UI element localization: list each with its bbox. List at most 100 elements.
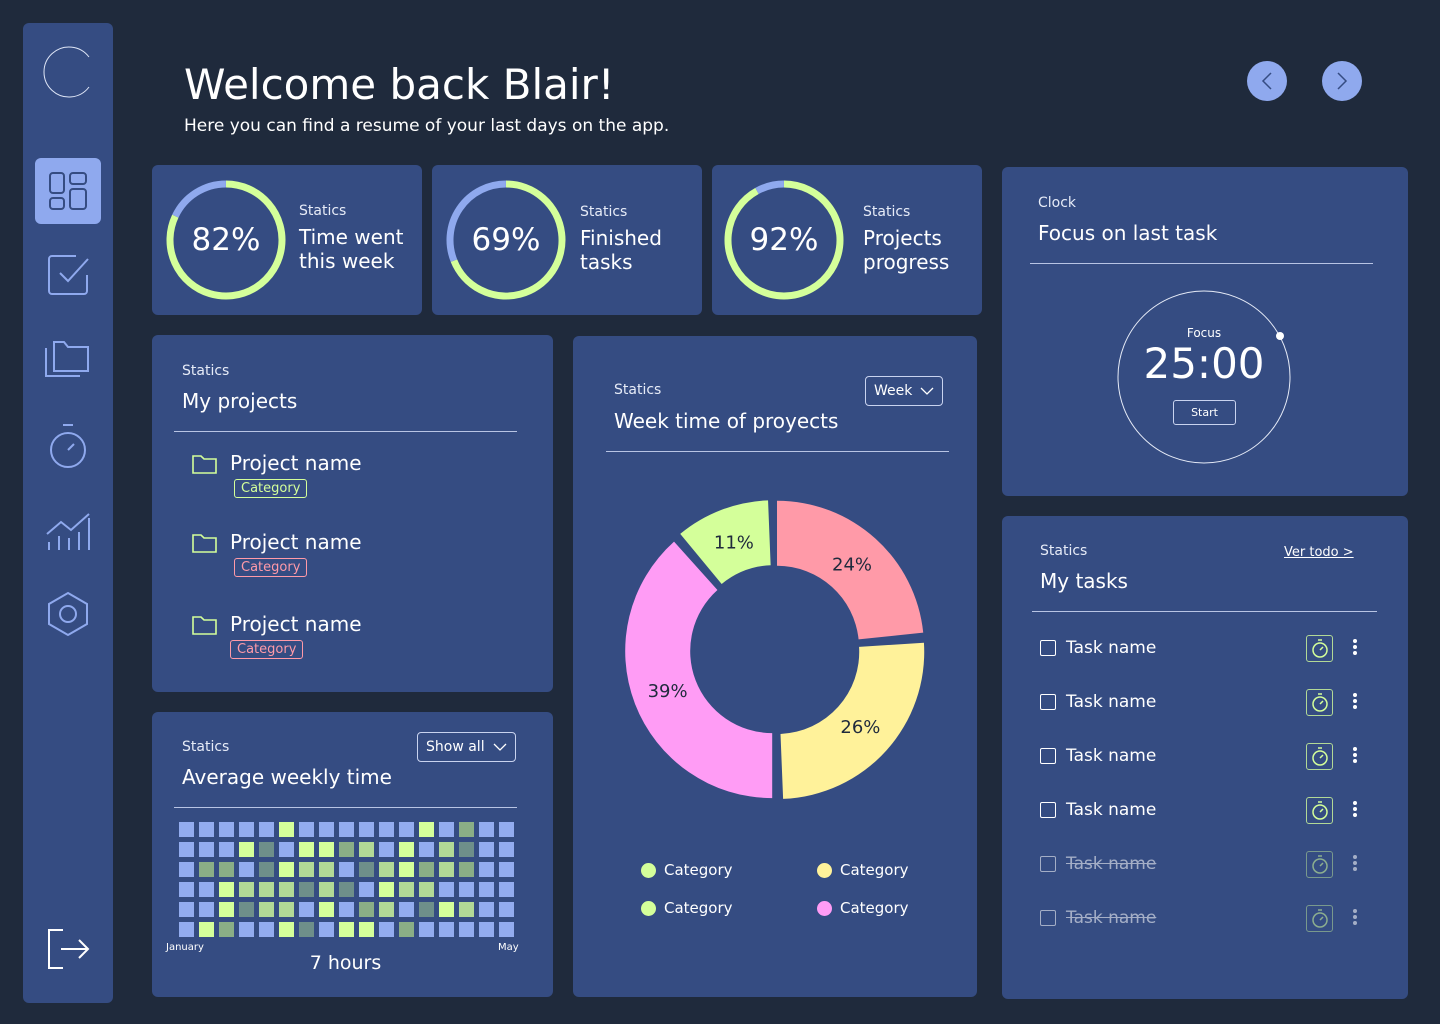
heatmap-cell: [359, 842, 374, 857]
heatmap-cell: [459, 822, 474, 837]
tasks-card: Statics My tasks Ver todo > Task name Ta…: [1002, 516, 1408, 999]
category-tag: Category: [234, 479, 308, 498]
heatmap-cell: [179, 822, 194, 837]
timer-icon: [50, 424, 86, 468]
task-row: Task name: [1040, 849, 1370, 879]
project-item[interactable]: Project name Category: [192, 530, 362, 577]
week-select[interactable]: Week: [865, 376, 944, 406]
donut-slice: [680, 500, 771, 585]
heatmap-cell: [499, 882, 514, 897]
heatmap-cell: [379, 822, 394, 837]
more-options-button[interactable]: [1352, 638, 1358, 659]
start-button[interactable]: Start: [1173, 400, 1236, 425]
progress-ring: [446, 180, 566, 300]
donut-slice: [777, 500, 924, 640]
heatmap-cell: [319, 922, 334, 937]
projects-label: Statics: [182, 363, 230, 379]
heatmap-cell: [319, 882, 334, 897]
start-timer-button[interactable]: [1306, 742, 1333, 770]
week-time-card: Statics Week time of proyects Week 24% 26…: [573, 336, 977, 997]
start-timer-button[interactable]: [1306, 688, 1333, 716]
chevron-left-icon: [1261, 72, 1272, 90]
heatmap-cell: [439, 862, 454, 877]
see-all-link[interactable]: Ver todo >: [1284, 545, 1354, 560]
activity-heatmap: [179, 822, 519, 942]
more-options-button[interactable]: [1352, 908, 1358, 929]
sidebar-item-tasks[interactable]: [35, 242, 101, 308]
task-checkbox[interactable]: [1040, 856, 1056, 872]
projects-title: My projects: [182, 389, 298, 413]
logout-icon: [48, 929, 90, 969]
more-options-button[interactable]: [1352, 692, 1358, 713]
stat-card-time: 82% Statics Time went this week: [152, 165, 422, 315]
category-tag: Category: [230, 640, 304, 659]
heatmap-cell: [499, 902, 514, 917]
heatmap-cell: [199, 922, 214, 937]
task-checkbox[interactable]: [1040, 910, 1056, 926]
task-checkbox[interactable]: [1040, 748, 1056, 764]
heatmap-cell: [459, 862, 474, 877]
sidebar: [23, 23, 113, 1003]
task-row: Task name: [1040, 741, 1370, 771]
heatmap-cell: [279, 922, 294, 937]
kebab-menu-icon: [1353, 746, 1357, 763]
select-value: Week: [874, 383, 913, 399]
heatmap-cell: [459, 882, 474, 897]
clock-title: Focus on last task: [1038, 221, 1218, 245]
logo-icon: [43, 46, 90, 98]
stat-title-line: tasks: [580, 250, 633, 274]
task-checkbox[interactable]: [1040, 802, 1056, 818]
progress-ring: [166, 180, 286, 300]
heatmap-cell: [219, 842, 234, 857]
heatmap-cell: [259, 862, 274, 877]
heatmap-cell: [319, 842, 334, 857]
project-item[interactable]: Project name Category: [192, 612, 362, 659]
task-checkbox[interactable]: [1040, 694, 1056, 710]
heatmap-cell: [399, 922, 414, 937]
heatmap-cell: [499, 862, 514, 877]
divider: [1032, 611, 1377, 612]
clock-card: Clock Focus on last task Focus 25:00 Sta…: [1002, 167, 1408, 496]
heatmap-cell: [219, 882, 234, 897]
timer-ring: [1117, 290, 1291, 464]
more-options-button[interactable]: [1352, 800, 1358, 821]
legend-label: Category: [664, 861, 733, 879]
kebab-menu-icon: [1353, 800, 1357, 817]
weekly-label: Statics: [614, 382, 662, 398]
sidebar-item-stats[interactable]: [35, 497, 101, 563]
task-row: Task name: [1040, 633, 1370, 663]
previous-button[interactable]: [1247, 61, 1287, 101]
more-options-button[interactable]: [1352, 854, 1358, 875]
start-month-label: January: [166, 942, 204, 953]
heatmap-cell: [419, 842, 434, 857]
heatmap-cell: [459, 922, 474, 937]
heatmap-cell: [319, 862, 334, 877]
timer-display: 25:00: [1143, 339, 1265, 388]
legend-swatch: [817, 900, 832, 916]
start-timer-button[interactable]: [1306, 904, 1333, 932]
sidebar-item-dashboard[interactable]: [35, 158, 101, 224]
task-name: Task name: [1066, 692, 1157, 712]
task-name: Task name: [1066, 908, 1157, 928]
task-checkbox[interactable]: [1040, 640, 1056, 656]
next-button[interactable]: [1322, 61, 1362, 101]
start-timer-button[interactable]: [1306, 850, 1333, 878]
show-all-select[interactable]: Show all: [417, 732, 516, 762]
stat-title-line: Finished: [580, 226, 662, 250]
chart-icon: [46, 513, 90, 550]
sidebar-item-timer[interactable]: [35, 413, 101, 479]
start-timer-button[interactable]: [1306, 796, 1333, 824]
end-month-label: May: [498, 942, 519, 953]
heatmap-cell: [419, 822, 434, 837]
more-options-button[interactable]: [1352, 746, 1358, 767]
heatmap-cell: [479, 882, 494, 897]
legend-label: Category: [664, 899, 733, 917]
start-timer-button[interactable]: [1306, 634, 1333, 662]
logout-button[interactable]: [35, 916, 101, 982]
project-item[interactable]: Project name Category: [192, 451, 362, 498]
donut-chart: 24% 26% 39% 11%: [625, 500, 925, 799]
sidebar-item-projects[interactable]: [35, 327, 101, 393]
heatmap-cell: [299, 882, 314, 897]
heatmap-cell: [259, 902, 274, 917]
sidebar-item-settings[interactable]: [35, 581, 101, 647]
